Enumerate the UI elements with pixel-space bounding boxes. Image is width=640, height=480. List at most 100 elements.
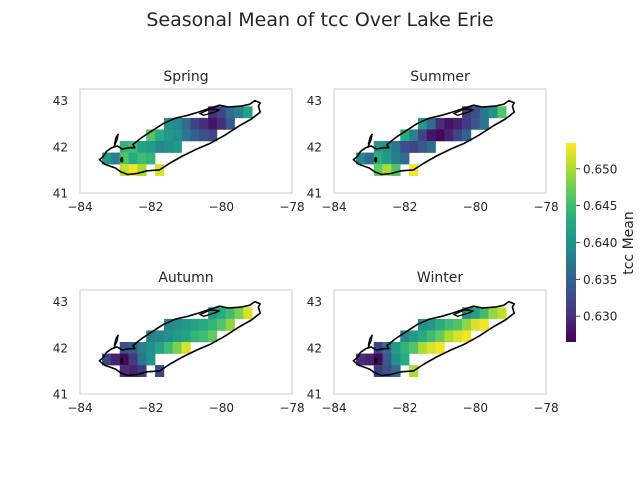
heatmap-cell: [208, 117, 218, 130]
heatmap-cell: [400, 330, 410, 343]
heatmap-cell: [146, 353, 156, 366]
x-tick-label: −82: [392, 401, 417, 415]
heatmap-cell: [488, 106, 498, 119]
heatmap-cell: [199, 129, 209, 142]
heatmap-cell: [426, 117, 436, 130]
y-tick-label: 42: [307, 140, 322, 154]
heatmap-cell: [190, 330, 200, 343]
heatmap-cell: [172, 117, 182, 130]
colorbar-tick-label: 0.630: [583, 310, 617, 324]
heatmap-cell: [470, 106, 481, 119]
heatmap-cell: [128, 365, 138, 377]
lake-shoreline: [98, 300, 262, 377]
heatmap-cell: [417, 330, 428, 343]
heatmap-cell: [128, 353, 138, 366]
heatmap-cell: [453, 129, 463, 142]
heatmap-cell: [119, 365, 129, 377]
heatmap-cell: [146, 330, 156, 343]
heatmap-cell: [435, 342, 445, 354]
heatmap-cells: [102, 307, 253, 377]
heatmap-cell: [435, 318, 445, 331]
heatmap-cell: [137, 164, 147, 176]
heatmap-cells: [102, 106, 253, 176]
heatmap-cell: [400, 129, 410, 142]
x-tick-label: −80: [209, 401, 234, 415]
heatmap-cell: [234, 106, 244, 119]
heatmap-cell: [181, 129, 191, 142]
figure-title: Seasonal Mean of tcc Over Lake Erie: [146, 9, 493, 31]
x-tick-label: −78: [533, 200, 558, 214]
heatmap-cell: [216, 307, 227, 320]
heatmap-cell: [391, 164, 401, 176]
heatmap-cell: [216, 117, 227, 130]
heatmap-cell: [128, 164, 138, 176]
x-tick-label: −84: [321, 200, 346, 214]
heatmap-cell: [155, 141, 165, 153]
y-tick-label: 41: [307, 187, 322, 201]
panel-title: Summer: [410, 69, 470, 85]
heatmap-cell: [409, 330, 419, 343]
x-tick-label: −82: [392, 200, 417, 214]
heatmap-cell: [391, 353, 401, 366]
heatmap-cell: [190, 318, 200, 331]
heatmap-cell: [146, 342, 156, 354]
heatmap-cell: [391, 141, 401, 153]
heatmap-cell: [400, 353, 410, 366]
heatmap-cell: [444, 318, 454, 331]
panel-title: Autumn: [158, 270, 213, 286]
heatmap-cell: [453, 330, 463, 343]
y-tick-label: 41: [53, 388, 68, 402]
colorbar-gradient: [566, 143, 576, 342]
island-marker: [120, 357, 124, 364]
heatmap-cell: [426, 318, 436, 331]
long-point-spit: [452, 309, 474, 318]
heatmap-cell: [199, 318, 209, 331]
panel-spring: Spring −84 −82 −80 −78 41 42 43: [53, 69, 305, 214]
heatmap-cell: [391, 342, 401, 354]
colorbar: 0.630 0.635 0.640 0.645 0.650 tcc Mean: [566, 143, 637, 342]
y-tick-label: 43: [307, 295, 322, 309]
heatmap-cell: [382, 152, 392, 165]
heatmap-cell: [470, 318, 481, 331]
y-tick-label: 42: [53, 341, 68, 355]
heatmap-cell: [172, 342, 182, 354]
detroit-river-outline: [112, 334, 119, 349]
heatmap-cell: [225, 117, 235, 130]
y-tick-label: 43: [53, 295, 68, 309]
heatmap-cell: [435, 129, 445, 142]
heatmap-cell: [373, 365, 383, 377]
heatmap-cell: [479, 106, 489, 119]
heatmap-cell: [373, 342, 383, 354]
heatmap-cell: [119, 342, 129, 354]
heatmap-cell: [190, 117, 200, 130]
panel-winter: Winter −84 −82 −80 −78 41 42 43: [307, 270, 559, 415]
heatmap-cell: [172, 129, 182, 142]
y-tick-label: 43: [53, 94, 68, 108]
colorbar-tick-label: 0.645: [583, 199, 617, 213]
axes-frame: [79, 289, 293, 395]
heatmap-cell: [208, 318, 218, 331]
heatmap-cell: [364, 353, 375, 366]
heatmap-cell: [119, 164, 129, 176]
colorbar-ticks: 0.630 0.635 0.640 0.645 0.650: [576, 162, 617, 324]
heatmap-cell: [128, 152, 138, 165]
heatmap-cell: [470, 117, 481, 130]
panel-summer: Summer −84 −82 −80 −78 41 42 43: [307, 69, 559, 214]
heatmap-cell: [444, 117, 454, 130]
heatmap-cell: [199, 330, 209, 343]
heatmap-cell: [382, 353, 392, 366]
heatmap-cell: [146, 141, 156, 153]
heatmap-cell: [137, 353, 147, 366]
heatmap-cell: [409, 129, 419, 142]
heatmap-cell: [163, 117, 174, 130]
heatmap-cell: [462, 330, 472, 343]
x-tick-label: −80: [209, 200, 234, 214]
x-tick-label: −78: [279, 401, 304, 415]
heatmap-cell: [391, 365, 401, 377]
island-marker: [120, 156, 124, 163]
x-tick-label: −80: [463, 200, 488, 214]
heatmap-cell: [364, 152, 375, 165]
long-point-spit: [452, 108, 474, 117]
